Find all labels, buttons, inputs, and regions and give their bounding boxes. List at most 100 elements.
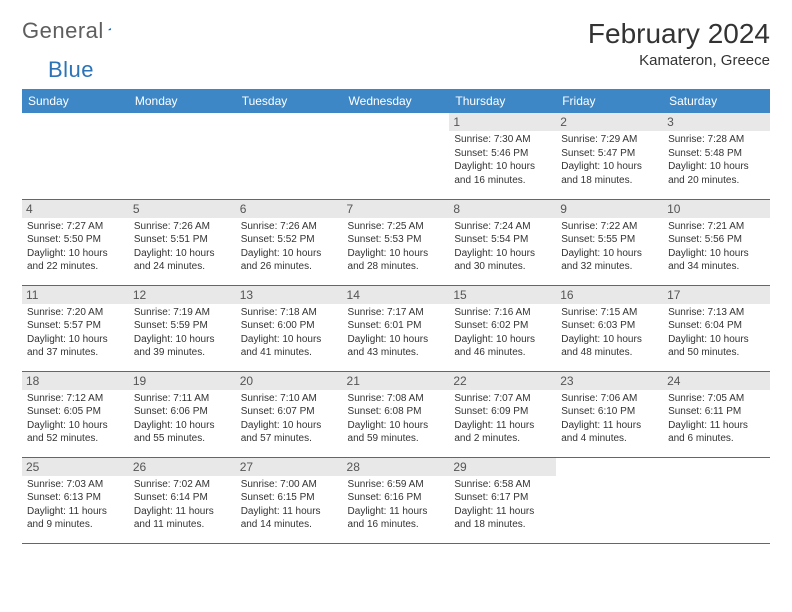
day-cell: 5 Sunrise: 7:26 AMSunset: 5:51 PMDaylight… — [129, 199, 236, 285]
day-details: Sunrise: 7:07 AMSunset: 6:09 PMDaylight:… — [454, 392, 551, 446]
day-cell: 2 Sunrise: 7:29 AMSunset: 5:47 PMDaylight… — [556, 113, 663, 199]
day-cell — [129, 113, 236, 199]
col-saturday: Saturday — [663, 89, 770, 113]
day-cell: 24Sunrise: 7:05 AMSunset: 6:11 PMDayligh… — [663, 371, 770, 457]
day-details: Sunrise: 7:10 AMSunset: 6:07 PMDaylight:… — [241, 392, 338, 446]
logo: General — [22, 18, 132, 44]
day-details: Sunrise: 7:28 AMSunset: 5:48 PMDaylight:… — [668, 133, 765, 187]
day-cell — [22, 113, 129, 199]
day-details: Sunrise: 7:30 AMSunset: 5:46 PMDaylight:… — [454, 133, 551, 187]
day-details: Sunrise: 7:26 AMSunset: 5:52 PMDaylight:… — [241, 220, 338, 274]
day-details: Sunrise: 7:13 AMSunset: 6:04 PMDaylight:… — [668, 306, 765, 360]
day-details: Sunrise: 7:19 AMSunset: 5:59 PMDaylight:… — [134, 306, 231, 360]
day-number: 14 — [343, 286, 450, 304]
day-details: Sunrise: 7:24 AMSunset: 5:54 PMDaylight:… — [454, 220, 551, 274]
day-number: 3 — [663, 113, 770, 131]
day-number: 9 — [556, 200, 663, 218]
day-details: Sunrise: 7:29 AMSunset: 5:47 PMDaylight:… — [561, 133, 658, 187]
day-cell: 23 Sunrise: 7:06 AMSunset: 6:10 PMDayligh… — [556, 371, 663, 457]
week-row: 18 Sunrise: 7:12 AMSunset: 6:05 PMDayligh… — [22, 371, 770, 457]
day-details: Sunrise: 7:17 AMSunset: 6:01 PMDaylight:… — [348, 306, 445, 360]
day-number: 13 — [236, 286, 343, 304]
day-cell: 1 Sunrise: 7:30 AMSunset: 5:46 PMDaylight… — [449, 113, 556, 199]
day-number: 29 — [449, 458, 556, 476]
day-number: 21 — [343, 372, 450, 390]
day-details: Sunrise: 7:06 AMSunset: 6:10 PMDaylight:… — [561, 392, 658, 446]
calendar-table: Sunday Monday Tuesday Wednesday Thursday… — [22, 89, 770, 544]
col-thursday: Thursday — [449, 89, 556, 113]
day-number: 16 — [556, 286, 663, 304]
day-details: Sunrise: 7:27 AMSunset: 5:50 PMDaylight:… — [27, 220, 124, 274]
day-cell: 6Sunrise: 7:26 AMSunset: 5:52 PMDaylight… — [236, 199, 343, 285]
day-number: 28 — [343, 458, 450, 476]
col-friday: Friday — [556, 89, 663, 113]
day-cell — [343, 113, 450, 199]
day-number: 17 — [663, 286, 770, 304]
day-number: 12 — [129, 286, 236, 304]
day-details: Sunrise: 7:20 AMSunset: 5:57 PMDaylight:… — [27, 306, 124, 360]
day-details: Sunrise: 7:12 AMSunset: 6:05 PMDaylight:… — [27, 392, 124, 446]
col-monday: Monday — [129, 89, 236, 113]
title-block: February 2024 Kamateron, Greece — [588, 18, 770, 69]
day-cell: 3 Sunrise: 7:28 AMSunset: 5:48 PMDaylight… — [663, 113, 770, 199]
calendar-body: 1 Sunrise: 7:30 AMSunset: 5:46 PMDaylight… — [22, 113, 770, 543]
day-header-row: Sunday Monday Tuesday Wednesday Thursday… — [22, 89, 770, 113]
day-cell — [236, 113, 343, 199]
day-cell: 9 Sunrise: 7:22 AMSunset: 5:55 PMDaylight… — [556, 199, 663, 285]
day-cell — [556, 457, 663, 543]
day-details: Sunrise: 7:11 AMSunset: 6:06 PMDaylight:… — [134, 392, 231, 446]
day-cell: 11 Sunrise: 7:20 AMSunset: 5:57 PMDayligh… — [22, 285, 129, 371]
day-number: 23 — [556, 372, 663, 390]
day-details: Sunrise: 7:15 AMSunset: 6:03 PMDaylight:… — [561, 306, 658, 360]
week-row: 25 Sunrise: 7:03 AMSunset: 6:13 PMDayligh… — [22, 457, 770, 543]
location: Kamateron, Greece — [588, 52, 770, 69]
day-details: Sunrise: 7:16 AMSunset: 6:02 PMDaylight:… — [454, 306, 551, 360]
week-row: 11 Sunrise: 7:20 AMSunset: 5:57 PMDayligh… — [22, 285, 770, 371]
day-details: Sunrise: 7:18 AMSunset: 6:00 PMDaylight:… — [241, 306, 338, 360]
day-number: 2 — [556, 113, 663, 131]
day-number: 24 — [663, 372, 770, 390]
day-cell: 18 Sunrise: 7:12 AMSunset: 6:05 PMDayligh… — [22, 371, 129, 457]
day-cell: 12 Sunrise: 7:19 AMSunset: 5:59 PMDayligh… — [129, 285, 236, 371]
day-cell: 21 Sunrise: 7:08 AMSunset: 6:08 PMDayligh… — [343, 371, 450, 457]
day-details: Sunrise: 7:26 AMSunset: 5:51 PMDaylight:… — [134, 220, 231, 274]
day-details: Sunrise: 7:08 AMSunset: 6:08 PMDaylight:… — [348, 392, 445, 446]
day-details: Sunrise: 6:58 AMSunset: 6:17 PMDaylight:… — [454, 478, 551, 532]
day-number: 8 — [449, 200, 556, 218]
week-row: 1 Sunrise: 7:30 AMSunset: 5:46 PMDaylight… — [22, 113, 770, 199]
day-number: 25 — [22, 458, 129, 476]
day-cell: 8 Sunrise: 7:24 AMSunset: 5:54 PMDaylight… — [449, 199, 556, 285]
day-cell: 15 Sunrise: 7:16 AMSunset: 6:02 PMDayligh… — [449, 285, 556, 371]
day-cell: 20 Sunrise: 7:10 AMSunset: 6:07 PMDayligh… — [236, 371, 343, 457]
day-details: Sunrise: 7:22 AMSunset: 5:55 PMDaylight:… — [561, 220, 658, 274]
col-tuesday: Tuesday — [236, 89, 343, 113]
day-number: 26 — [129, 458, 236, 476]
day-cell: 7Sunrise: 7:25 AMSunset: 5:53 PMDaylight… — [343, 199, 450, 285]
day-number: 15 — [449, 286, 556, 304]
day-cell: 10Sunrise: 7:21 AMSunset: 5:56 PMDayligh… — [663, 199, 770, 285]
day-number: 4 — [22, 200, 129, 218]
day-details: Sunrise: 7:02 AMSunset: 6:14 PMDaylight:… — [134, 478, 231, 532]
day-number: 19 — [129, 372, 236, 390]
day-number: 18 — [22, 372, 129, 390]
day-number: 11 — [22, 286, 129, 304]
day-cell: 14 Sunrise: 7:17 AMSunset: 6:01 PMDayligh… — [343, 285, 450, 371]
day-cell: 28Sunrise: 6:59 AMSunset: 6:16 PMDayligh… — [343, 457, 450, 543]
day-number: 10 — [663, 200, 770, 218]
day-cell — [663, 457, 770, 543]
day-number: 5 — [129, 200, 236, 218]
day-cell: 16 Sunrise: 7:15 AMSunset: 6:03 PMDayligh… — [556, 285, 663, 371]
day-cell: 26 Sunrise: 7:02 AMSunset: 6:14 PMDayligh… — [129, 457, 236, 543]
day-number: 1 — [449, 113, 556, 131]
logo-word2: Blue — [48, 57, 94, 83]
day-number: 27 — [236, 458, 343, 476]
week-row: 4 Sunrise: 7:27 AMSunset: 5:50 PMDaylight… — [22, 199, 770, 285]
calendar-page: General February 2024 Kamateron, Greece … — [0, 0, 792, 562]
day-details: Sunrise: 7:03 AMSunset: 6:13 PMDaylight:… — [27, 478, 124, 532]
day-number: 22 — [449, 372, 556, 390]
day-number: 20 — [236, 372, 343, 390]
day-cell: 19 Sunrise: 7:11 AMSunset: 6:06 PMDayligh… — [129, 371, 236, 457]
day-cell: 17 Sunrise: 7:13 AMSunset: 6:04 PMDayligh… — [663, 285, 770, 371]
day-details: Sunrise: 7:25 AMSunset: 5:53 PMDaylight:… — [348, 220, 445, 274]
day-cell: 13 Sunrise: 7:18 AMSunset: 6:00 PMDayligh… — [236, 285, 343, 371]
